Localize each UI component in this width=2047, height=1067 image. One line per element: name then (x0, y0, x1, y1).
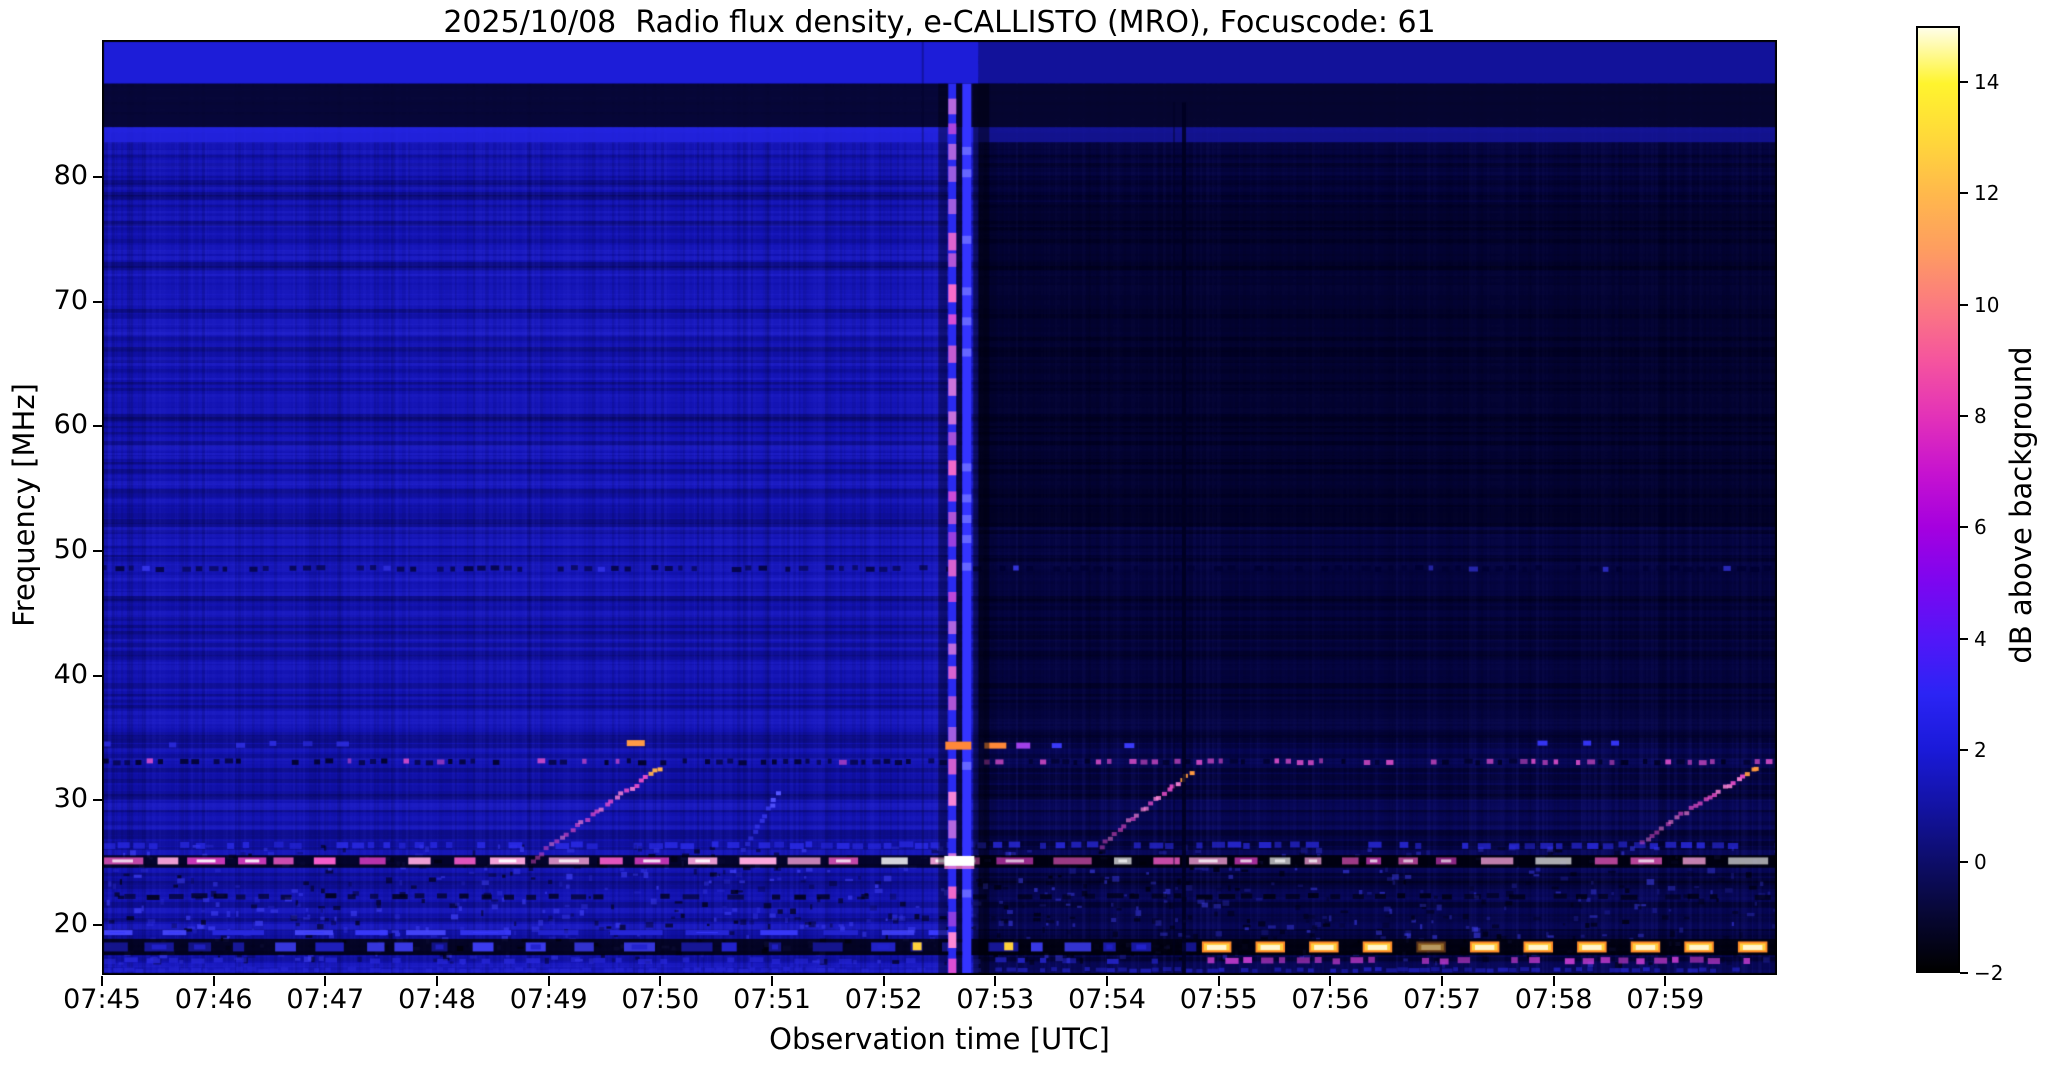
x-tick-mark (547, 976, 550, 986)
colorbar (1916, 26, 1960, 973)
y-tick-mark (93, 550, 102, 553)
y-tick-mark (93, 674, 102, 677)
chart-title: 2025/10/08 Radio flux density, e-CALLIST… (443, 5, 1436, 40)
colorbar-tick-mark (1960, 526, 1968, 529)
y-tick-label: 80 (53, 160, 88, 192)
x-tick-label: 07:58 (1514, 984, 1593, 1015)
x-tick-label: 07:59 (1626, 984, 1705, 1015)
y-tick-mark (93, 425, 102, 428)
y-tick-mark (93, 799, 102, 802)
colorbar-tick-label: 10 (1974, 292, 2000, 317)
colorbar-tick-mark (1960, 972, 1968, 974)
colorbar-tick-mark (1960, 860, 1968, 863)
x-tick-mark (1217, 976, 1220, 986)
x-tick-mark (324, 976, 327, 986)
colorbar-label: dB above background (2004, 346, 2038, 664)
y-tick-label: 50 (53, 534, 88, 566)
x-tick-mark (771, 976, 773, 986)
x-tick-mark (1329, 976, 1332, 986)
colorbar-tick-label: 6 (1974, 515, 1987, 540)
x-tick-label: 07:53 (956, 984, 1035, 1015)
x-tick-label: 07:49 (509, 984, 588, 1015)
colorbar-tick-label: 0 (1974, 849, 1987, 874)
x-tick-mark (659, 976, 662, 986)
y-tick-mark (93, 176, 102, 179)
colorbar-tick-label: 12 (1974, 181, 2000, 206)
x-tick-mark (1552, 976, 1555, 986)
x-tick-mark (994, 976, 997, 986)
x-tick-label: 07:46 (174, 984, 253, 1015)
colorbar-tick-mark (1960, 303, 1968, 306)
colorbar-tick-mark (1960, 192, 1968, 195)
x-tick-label: 07:56 (1291, 984, 1370, 1015)
colorbar-tick-label: 14 (1974, 69, 2000, 94)
y-tick-label: 60 (53, 409, 88, 441)
x-tick-label: 07:48 (398, 984, 476, 1015)
colorbar-tick-mark (1960, 80, 1968, 83)
colorbar-tick-label: 4 (1974, 626, 1987, 651)
x-tick-label: 07:57 (1403, 984, 1481, 1015)
colorbar-tick-mark (1960, 414, 1968, 417)
spectrogram-image (102, 40, 1777, 975)
y-tick-mark (93, 924, 102, 927)
x-tick-mark (1664, 976, 1667, 986)
x-tick-label: 07:47 (286, 984, 365, 1015)
y-tick-label: 30 (53, 783, 88, 815)
y-tick-label: 20 (53, 908, 88, 940)
colorbar-tick-label: −2 (1974, 961, 2004, 985)
y-tick-label: 70 (53, 284, 88, 316)
x-tick-label: 07:45 (63, 984, 141, 1015)
x-tick-mark (436, 976, 438, 986)
y-tick-label: 40 (53, 658, 88, 690)
colorbar-tick-label: 2 (1974, 738, 1987, 763)
x-tick-label: 07:52 (844, 984, 923, 1015)
x-tick-mark (1106, 976, 1108, 986)
colorbar-tick-label: 8 (1974, 403, 1987, 428)
x-tick-mark (212, 976, 215, 986)
x-axis-label: Observation time [UTC] (769, 1022, 1110, 1056)
x-tick-mark (882, 976, 885, 986)
colorbar-tick-mark (1960, 637, 1968, 640)
x-tick-label: 07:55 (1179, 984, 1258, 1015)
x-tick-mark (1441, 976, 1443, 986)
x-tick-label: 07:50 (621, 984, 700, 1015)
x-tick-label: 07:51 (733, 984, 811, 1015)
x-tick-label: 07:54 (1068, 984, 1146, 1015)
colorbar-tick-mark (1960, 749, 1968, 752)
y-tick-mark (93, 300, 102, 303)
x-tick-mark (101, 976, 103, 986)
